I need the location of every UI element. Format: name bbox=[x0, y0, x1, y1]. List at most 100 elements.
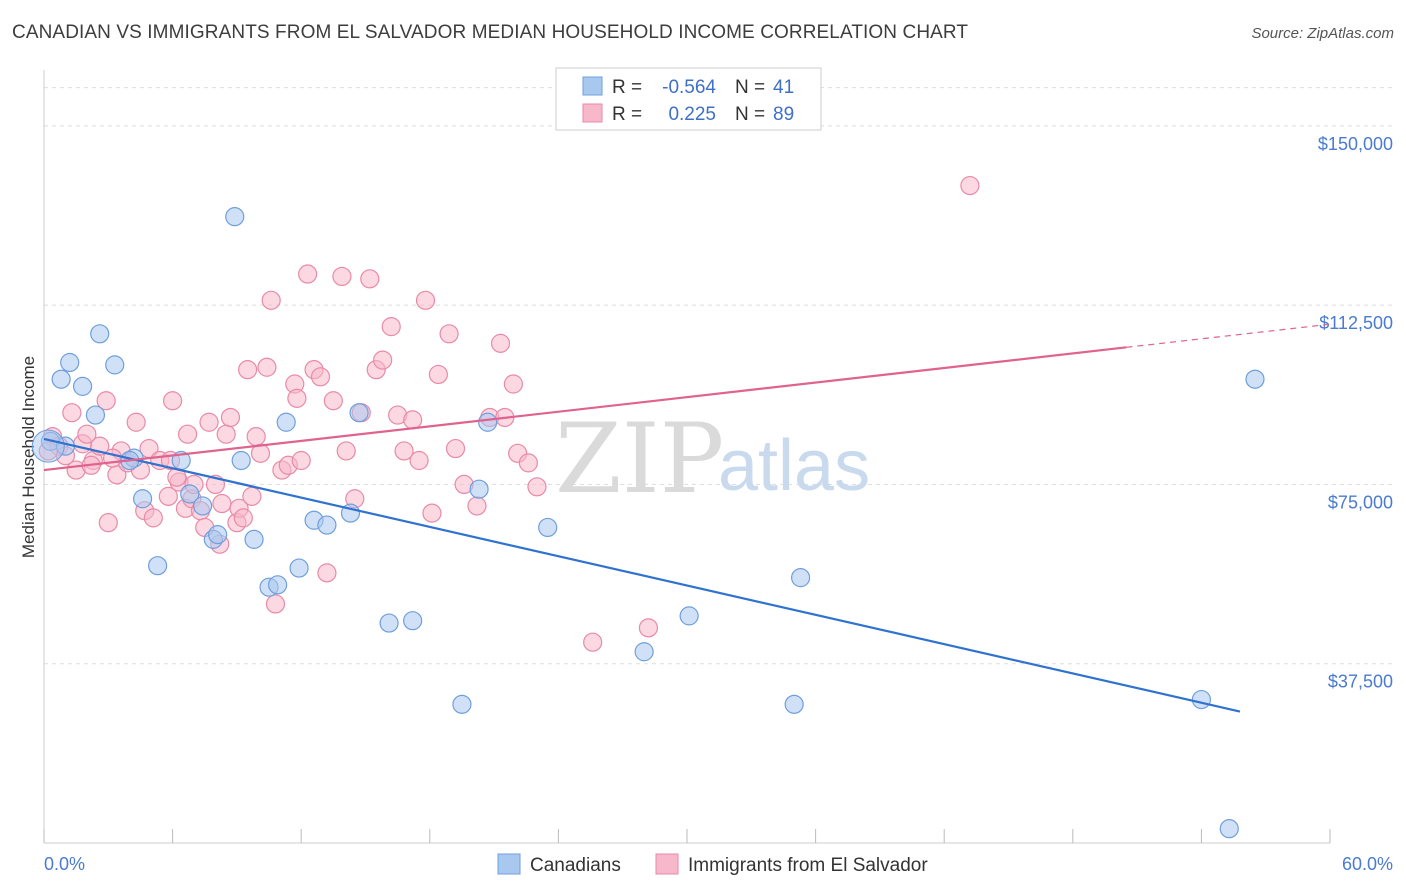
el-salvador-point-65 bbox=[403, 410, 423, 430]
el-salvador-point-29 bbox=[199, 412, 219, 432]
el-salvador-point-18 bbox=[143, 508, 163, 528]
legend-r-value-el-salvador: 0.225 bbox=[668, 104, 716, 125]
el-salvador-point-20 bbox=[158, 486, 178, 506]
el-salvador-point-24 bbox=[178, 424, 198, 444]
canadians-point-3 bbox=[72, 376, 93, 396]
y-tick-label-150000: $150,000 bbox=[1318, 134, 1393, 154]
canadians-point-14 bbox=[208, 525, 228, 545]
y-tick-labels: $150,000 $112,500 $75,000 $37,500 bbox=[1318, 134, 1393, 692]
bottom-legend-swatch-canadians bbox=[497, 853, 521, 875]
watermark-zip: ZIP bbox=[555, 403, 724, 515]
el-salvador-point-53 bbox=[317, 563, 337, 583]
el-salvador-point-82 bbox=[638, 618, 659, 638]
el-salvador-point-69 bbox=[428, 364, 448, 385]
canadians-point-4 bbox=[85, 405, 106, 425]
el-salvador-point-83 bbox=[960, 175, 980, 196]
canadians-point-2 bbox=[60, 352, 80, 373]
legend-n-value-el-salvador: 89 bbox=[773, 104, 794, 125]
legend-r-value-canadians: -0.564 bbox=[662, 77, 716, 98]
el-salvador-point-81 bbox=[583, 632, 603, 652]
canadians-point-30 bbox=[478, 412, 498, 432]
el-salvador-point-67 bbox=[415, 290, 436, 310]
el-salvador-point-54 bbox=[323, 391, 343, 411]
el-salvador-point-79 bbox=[518, 453, 538, 473]
series-immigrants-el-salvador-points bbox=[38, 175, 980, 652]
el-salvador-point-42 bbox=[257, 357, 277, 377]
canadians-point-19 bbox=[268, 575, 288, 595]
x-tick-label-min: 0.0% bbox=[44, 854, 85, 874]
series-legend: Canadians Immigrants from El Salvador bbox=[497, 853, 928, 876]
canadians-point-27 bbox=[403, 611, 423, 631]
el-salvador-point-39 bbox=[242, 486, 262, 506]
canadians-point-9 bbox=[147, 556, 168, 576]
el-salvador-point-10 bbox=[98, 513, 118, 533]
canadians-point-21 bbox=[289, 558, 309, 578]
canadians-point-11 bbox=[180, 484, 200, 504]
legend-r-label-el-salvador: R = bbox=[612, 104, 642, 125]
el-salvador-point-77 bbox=[503, 374, 523, 394]
el-salvador-point-44 bbox=[265, 594, 286, 614]
chart-title: CANADIAN VS IMMIGRANTS FROM EL SALVADOR … bbox=[12, 22, 969, 43]
canadians-point-25 bbox=[349, 403, 369, 423]
el-salvador-point-64 bbox=[394, 441, 414, 461]
canadians-point-31 bbox=[538, 517, 558, 538]
canadians-point-15 bbox=[225, 207, 245, 227]
canadians-point-38 bbox=[1245, 369, 1265, 389]
canadians-point-32 bbox=[634, 642, 654, 662]
el-salvador-point-21 bbox=[163, 391, 183, 411]
y-tick-label-37500: $37,500 bbox=[1328, 672, 1393, 692]
el-salvador-point-59 bbox=[360, 269, 380, 289]
canadians-point-1 bbox=[51, 369, 71, 389]
el-salvador-point-75 bbox=[490, 333, 511, 353]
el-salvador-point-34 bbox=[220, 407, 241, 428]
canadians-point-36 bbox=[1191, 689, 1212, 710]
el-salvador-point-71 bbox=[445, 438, 466, 459]
el-salvador-point-62 bbox=[381, 317, 401, 337]
canadians-point-16 bbox=[231, 450, 251, 471]
legend-n-label-canadians: N = bbox=[735, 77, 765, 98]
canadians-point-28 bbox=[452, 694, 472, 714]
canadians-point-6 bbox=[105, 355, 125, 375]
el-salvador-point-68 bbox=[422, 503, 442, 523]
watermark-atlas: atlas bbox=[718, 426, 870, 506]
canadians-point-34 bbox=[784, 694, 804, 714]
canadians-point-8 bbox=[132, 489, 153, 509]
canadians-point-33 bbox=[679, 606, 699, 626]
el-salvador-point-40 bbox=[246, 426, 266, 447]
el-salvador-point-73 bbox=[467, 496, 487, 516]
el-salvador-point-52 bbox=[310, 367, 331, 387]
bottom-legend-label-canadians: Canadians bbox=[530, 855, 621, 876]
legend-n-value-canadians: 41 bbox=[773, 77, 794, 98]
el-salvador-trend-line bbox=[43, 346, 1127, 472]
canadians-point-20 bbox=[276, 412, 296, 432]
el-salvador-point-80 bbox=[527, 477, 547, 497]
source-label: Source: ZipAtlas.com bbox=[1251, 25, 1394, 42]
el-salvador-point-55 bbox=[332, 266, 352, 287]
y-axis-title: Median Household Income bbox=[19, 356, 38, 558]
canadians-point-12 bbox=[193, 496, 213, 516]
y-tick-label-75000: $75,000 bbox=[1328, 492, 1393, 512]
el-salvador-trend-line-extension bbox=[1126, 323, 1331, 348]
canadians-point-23 bbox=[317, 515, 337, 535]
el-salvador-point-56 bbox=[336, 441, 356, 461]
y-tick-label-112500: $112,500 bbox=[1319, 313, 1393, 333]
el-salvador-point-14 bbox=[126, 412, 146, 432]
bottom-legend-label-el-salvador: Immigrants from El Salvador bbox=[688, 855, 928, 876]
el-salvador-point-33 bbox=[216, 424, 236, 444]
x-axis-ticks bbox=[43, 829, 1331, 843]
trend-lines bbox=[43, 323, 1331, 713]
el-salvador-point-37 bbox=[233, 508, 253, 528]
canadians-point-17 bbox=[244, 529, 264, 549]
el-salvador-point-9 bbox=[96, 391, 116, 411]
el-salvador-point-38 bbox=[238, 360, 258, 380]
el-salvador-point-87 bbox=[102, 448, 123, 468]
canadians-trend-line bbox=[43, 437, 1241, 713]
bottom-legend-swatch-el-salvador bbox=[655, 853, 679, 875]
el-salvador-point-3 bbox=[62, 403, 82, 423]
legend-swatch-canadians bbox=[582, 76, 603, 96]
el-salvador-point-66 bbox=[409, 450, 429, 471]
legend-n-label-el-salvador: N = bbox=[735, 104, 765, 125]
el-salvador-point-32 bbox=[212, 493, 232, 514]
el-salvador-point-43 bbox=[261, 290, 281, 310]
